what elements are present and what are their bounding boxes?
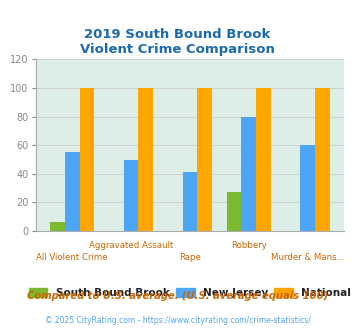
Text: All Violent Crime: All Violent Crime: [37, 253, 108, 262]
Text: Rape: Rape: [179, 253, 201, 262]
Text: Compared to U.S. average. (U.S. average equals 100): Compared to U.S. average. (U.S. average …: [27, 291, 328, 301]
Text: Aggravated Assault: Aggravated Assault: [89, 241, 173, 250]
Bar: [256, 88, 271, 231]
Bar: [80, 88, 94, 231]
Bar: [65, 152, 80, 231]
Bar: [182, 172, 197, 231]
Bar: [138, 88, 153, 231]
Bar: [315, 88, 330, 231]
Bar: [50, 222, 65, 231]
Bar: [124, 159, 138, 231]
Text: 2019 South Bound Brook
Violent Crime Comparison: 2019 South Bound Brook Violent Crime Com…: [80, 28, 275, 56]
Text: Murder & Mans...: Murder & Mans...: [271, 253, 344, 262]
Bar: [241, 116, 256, 231]
Bar: [197, 88, 212, 231]
Text: © 2025 CityRating.com - https://www.cityrating.com/crime-statistics/: © 2025 CityRating.com - https://www.city…: [45, 316, 310, 325]
Text: Robbery: Robbery: [231, 241, 267, 250]
Bar: [300, 145, 315, 231]
Bar: [227, 192, 241, 231]
Legend: South Bound Brook, New Jersey, National: South Bound Brook, New Jersey, National: [28, 288, 351, 298]
